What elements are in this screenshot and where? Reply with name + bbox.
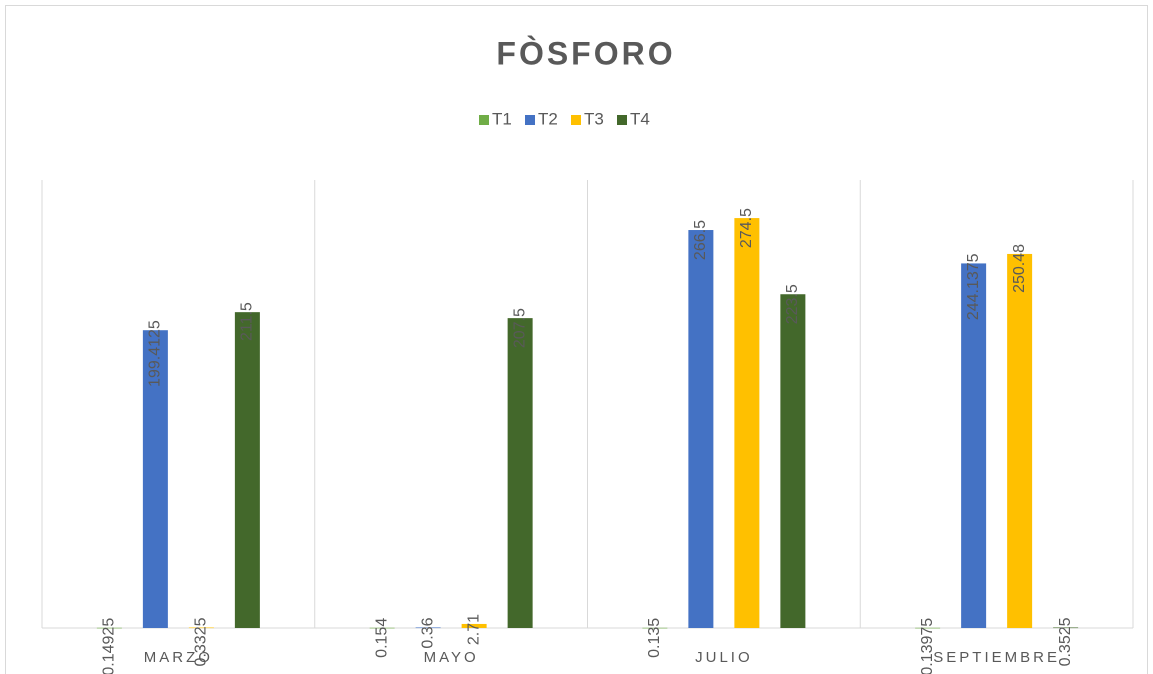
data-label: 199.4125 [147, 320, 164, 387]
legend-swatch [617, 115, 627, 125]
data-label: 266.5 [692, 220, 709, 260]
bar [188, 627, 214, 629]
bar [780, 294, 806, 628]
bar [734, 218, 760, 628]
data-label: 207.5 [511, 308, 528, 348]
data-label: 0.36 [419, 617, 436, 648]
data-label: 223.5 [784, 284, 801, 324]
bar [369, 627, 395, 629]
legend-label: T2 [538, 109, 558, 128]
bar [642, 627, 668, 629]
legend-swatch [525, 115, 535, 125]
data-label: 211.5 [239, 302, 256, 341]
data-label: 0.154 [373, 618, 390, 658]
x-tick-label: MARZO [144, 649, 213, 666]
bar [461, 623, 487, 628]
legend-label: T3 [584, 109, 604, 128]
x-tick-label: JULIO [695, 649, 753, 666]
bar [688, 230, 714, 628]
data-label: 0.14925 [101, 618, 118, 674]
bar [507, 318, 533, 628]
data-label: 244.1375 [965, 253, 982, 320]
data-label: 250.48 [1011, 244, 1028, 293]
data-label: 0.13975 [919, 618, 936, 674]
chart-title: FÒSFORO [496, 35, 675, 71]
legend-swatch [571, 115, 581, 125]
data-label: 274.5 [738, 208, 755, 248]
bar [415, 627, 441, 629]
data-label: 0.3525 [1057, 617, 1074, 666]
bar [1007, 253, 1033, 628]
x-tick-label: MAYO [424, 649, 479, 666]
data-label: 0.3325 [193, 617, 210, 666]
legend-label: T1 [492, 109, 512, 128]
legend-label: T4 [630, 109, 650, 128]
data-label: 2.71 [465, 614, 482, 645]
bar [961, 263, 987, 628]
legend-swatch [479, 115, 489, 125]
x-tick-label: SEPTIEMBRE [933, 649, 1060, 666]
bar [1053, 627, 1079, 629]
bar [142, 330, 168, 628]
bar [915, 627, 941, 629]
bar [234, 312, 260, 628]
data-label: 0.135 [646, 618, 663, 658]
bar [96, 627, 122, 629]
